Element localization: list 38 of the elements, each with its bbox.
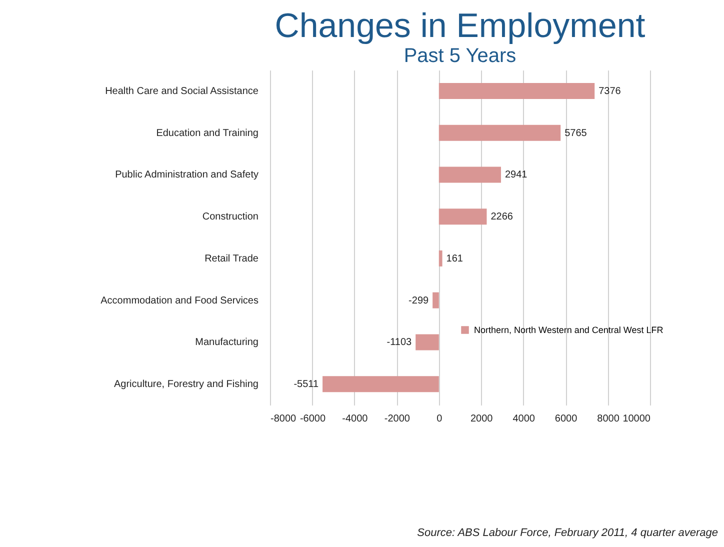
data-label: 7376 xyxy=(598,86,622,97)
data-label: 161 xyxy=(446,253,464,264)
x-tick-label: 6000 xyxy=(554,414,578,424)
chart-title: Changes in Employment xyxy=(274,7,646,45)
x-tick-label: -4000 xyxy=(342,414,368,424)
bar xyxy=(432,292,439,308)
y-tick-label: Accommodation and Food Services xyxy=(100,295,258,306)
x-tick-label: 4000 xyxy=(512,414,536,424)
data-label: -5511 xyxy=(294,379,319,390)
y-tick-label: Retail Trade xyxy=(204,253,259,264)
bar xyxy=(438,250,442,266)
bar xyxy=(416,334,439,350)
y-tick-label: Agriculture, Forestry and Fishing xyxy=(114,379,258,390)
x-tick-label: 8000 xyxy=(597,414,620,424)
bar xyxy=(322,376,439,392)
x-tick-label: 0 xyxy=(436,414,443,424)
bar xyxy=(438,124,561,141)
y-tick-label: Public Administration and Safety xyxy=(115,170,258,181)
chart-subtitle: Past 5 Years xyxy=(404,45,516,67)
data-label: -1103 xyxy=(386,337,412,348)
x-tick-label: -2000 xyxy=(384,414,410,424)
y-tick-label: Education and Training xyxy=(156,128,258,139)
x-tick-label: -8000 xyxy=(270,414,297,424)
y-tick-label: Construction xyxy=(202,212,258,223)
data-label: 5765 xyxy=(564,128,588,139)
data-label: 2266 xyxy=(490,212,514,223)
source-note: Source: ABS Labour Force, February 2011, 4 quarter average xyxy=(417,527,718,539)
x-tick-label: 10000 xyxy=(622,414,651,424)
bar xyxy=(438,166,501,183)
bar xyxy=(438,82,595,99)
y-tick-label: Manufacturing xyxy=(195,337,258,348)
x-tick-label: 2000 xyxy=(470,414,494,424)
y-tick-label: Health Care and Social Assistance xyxy=(105,86,259,97)
data-label: 2941 xyxy=(504,170,528,181)
data-label: -299 xyxy=(408,295,430,306)
bar xyxy=(438,208,487,225)
legend-label: Northern, North Western and Central West LFR xyxy=(474,325,664,335)
x-tick-label: -6000 xyxy=(300,414,326,424)
